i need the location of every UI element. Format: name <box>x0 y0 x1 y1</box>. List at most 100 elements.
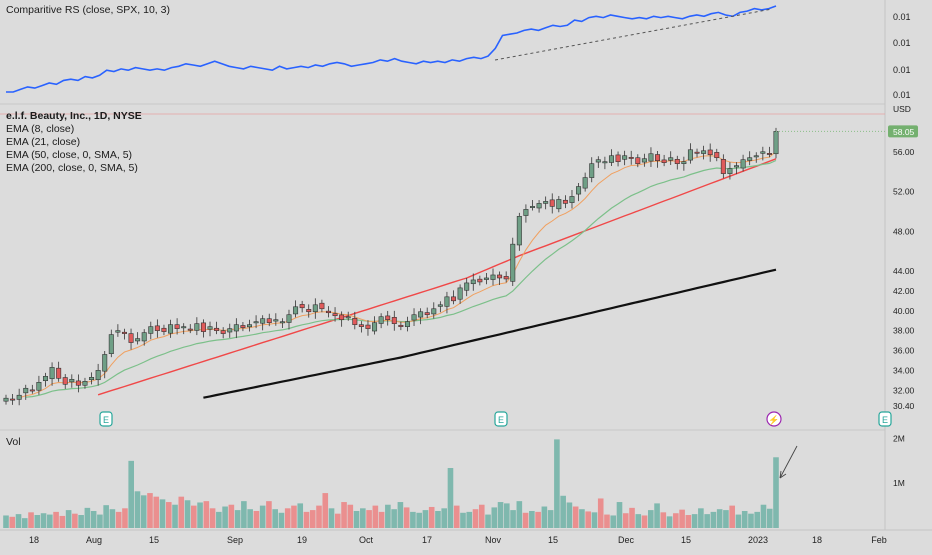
volume-bar[interactable] <box>478 504 485 528</box>
candle[interactable] <box>655 154 661 161</box>
candle[interactable] <box>207 326 213 330</box>
volume-bar[interactable] <box>72 513 78 528</box>
candle[interactable] <box>615 154 621 162</box>
candle[interactable] <box>358 324 364 327</box>
volume-bar[interactable] <box>572 506 579 528</box>
candle[interactable] <box>240 325 246 328</box>
candle[interactable] <box>707 149 713 156</box>
volume-bar[interactable] <box>309 510 316 528</box>
candle[interactable] <box>444 296 450 307</box>
volume-bar[interactable] <box>172 504 178 528</box>
candle[interactable] <box>161 327 167 332</box>
candle[interactable] <box>266 318 272 323</box>
candle[interactable] <box>174 324 180 329</box>
volume-bar[interactable] <box>760 504 767 528</box>
volume-bar[interactable] <box>529 510 535 528</box>
candle[interactable] <box>115 330 121 333</box>
candle[interactable] <box>734 165 740 168</box>
volume-bar[interactable] <box>259 505 266 528</box>
candle[interactable] <box>220 330 226 334</box>
volume-bar[interactable] <box>422 510 429 528</box>
volume-bar[interactable] <box>666 516 673 528</box>
candle[interactable] <box>424 312 430 316</box>
volume-bar[interactable] <box>691 514 698 528</box>
candle[interactable] <box>200 322 206 332</box>
candle[interactable] <box>187 328 193 331</box>
candle[interactable] <box>273 319 279 322</box>
volume-bar[interactable] <box>203 501 210 528</box>
volume-bar[interactable] <box>97 514 103 528</box>
volume-bar[interactable] <box>466 511 473 528</box>
candle[interactable] <box>687 149 693 161</box>
ema50-line[interactable] <box>97 158 777 396</box>
candle[interactable] <box>36 381 42 391</box>
candle[interactable] <box>214 327 220 331</box>
candle[interactable] <box>181 326 187 329</box>
candle[interactable] <box>477 278 483 283</box>
volume-bar[interactable] <box>47 514 53 528</box>
candle[interactable] <box>42 376 48 382</box>
candle[interactable] <box>102 354 108 372</box>
volume-bar[interactable] <box>698 508 704 528</box>
candle[interactable] <box>168 324 174 334</box>
volume-bar[interactable] <box>522 512 529 528</box>
ema8-line[interactable] <box>19 151 777 399</box>
candle[interactable] <box>75 380 81 386</box>
candle[interactable] <box>753 155 759 158</box>
volume-bar[interactable] <box>516 501 523 528</box>
volume-bar[interactable] <box>710 511 717 528</box>
volume-bar[interactable] <box>353 510 360 528</box>
volume-bar[interactable] <box>754 511 761 528</box>
candle[interactable] <box>135 338 141 342</box>
volume-bar[interactable] <box>322 493 329 528</box>
ema200-line[interactable] <box>203 268 777 399</box>
candle[interactable] <box>516 216 522 246</box>
candle[interactable] <box>352 318 358 325</box>
ema21-line[interactable] <box>25 159 777 398</box>
volume-bar[interactable] <box>284 508 291 528</box>
volume-bar[interactable] <box>535 511 541 528</box>
volume-bar[interactable] <box>360 508 366 528</box>
volume-bar[interactable] <box>278 512 285 528</box>
volume-bar[interactable] <box>266 501 272 528</box>
candle[interactable] <box>339 314 345 320</box>
candle[interactable] <box>108 334 114 354</box>
candle[interactable] <box>556 199 562 210</box>
volume-bar[interactable] <box>741 510 748 528</box>
volume-bar[interactable] <box>128 460 135 528</box>
volume-bar[interactable] <box>472 509 479 528</box>
volume-bar[interactable] <box>147 493 153 528</box>
volume-bar[interactable] <box>397 502 404 528</box>
volume-bar[interactable] <box>566 502 573 528</box>
volume-bar[interactable] <box>554 439 560 528</box>
volume-bar[interactable] <box>84 507 91 528</box>
candle[interactable] <box>194 323 200 331</box>
dividend-marker[interactable] <box>766 411 782 427</box>
volume-bar[interactable] <box>291 505 297 528</box>
volume-bar[interactable] <box>403 507 410 528</box>
price-legend[interactable]: e.l.f. Beauty, Inc., 1D, NYSE EMA (8, cl… <box>6 110 142 175</box>
volume-bar[interactable] <box>103 505 109 528</box>
volume-bar[interactable] <box>704 514 710 528</box>
volume-bar[interactable] <box>3 515 9 528</box>
candle[interactable] <box>714 152 720 159</box>
candle[interactable] <box>69 379 75 383</box>
earnings-marker[interactable] <box>494 411 508 427</box>
volume-bar[interactable] <box>153 496 160 528</box>
candle[interactable] <box>641 158 647 163</box>
candle[interactable] <box>260 318 266 324</box>
candle[interactable] <box>345 316 351 319</box>
volume-bar[interactable] <box>222 506 228 528</box>
volume-bar[interactable] <box>610 515 617 528</box>
earnings-marker[interactable] <box>878 411 892 427</box>
candle[interactable] <box>95 370 101 381</box>
volume-bar[interactable] <box>184 500 191 528</box>
candle[interactable] <box>628 157 634 159</box>
volume-bar[interactable] <box>385 504 391 528</box>
volume-bar[interactable] <box>579 509 585 528</box>
volume-bar[interactable] <box>410 511 416 528</box>
candle[interactable] <box>569 196 575 203</box>
ema50-legend[interactable]: EMA (50, close, 0, SMA, 5) <box>6 149 133 161</box>
volume-bar[interactable] <box>53 511 59 528</box>
